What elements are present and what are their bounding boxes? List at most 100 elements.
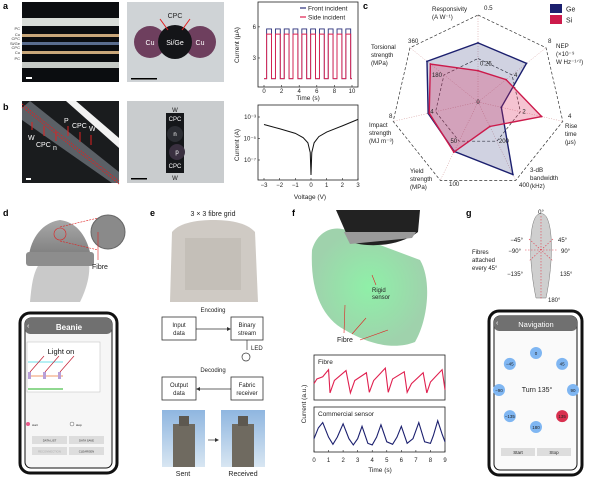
data-point: [505, 78, 507, 81]
panel-label-g: g: [466, 208, 472, 218]
axis-name: bandwidth: [530, 175, 559, 182]
legend-label: Si: [566, 18, 573, 25]
radio-start[interactable]: [26, 422, 30, 426]
smartwatch-photo: Rigid sensor Fibre: [311, 210, 428, 346]
x-tick-label: 6: [400, 458, 404, 464]
rigid-sensor-label: Rigid: [372, 288, 386, 294]
angle-button[interactable]: [503, 410, 516, 423]
shirt-photo: [170, 220, 258, 302]
axis-name: (MPa): [410, 184, 427, 191]
spoke: [409, 47, 479, 103]
sent-photo: [162, 410, 205, 467]
cpc-label: CPC: [36, 142, 51, 149]
axis-name: strength: [410, 176, 433, 183]
radio-stop[interactable]: [69, 421, 75, 427]
cross-section-label: CPC: [169, 117, 182, 123]
x-tick-label: 0: [309, 183, 313, 189]
led-label: LED: [251, 346, 263, 352]
decoding-label: Decoding: [200, 368, 225, 374]
axis-name: W Hz⁻¹ᐟ²): [556, 59, 583, 66]
series-line-side-incident: [264, 33, 352, 80]
light-on-label: Light on: [48, 347, 75, 356]
panel-label-a: a: [3, 1, 9, 11]
angle-button[interactable]: [530, 347, 542, 359]
input-label-2: data: [173, 331, 185, 337]
angle-button-label: −90: [495, 388, 503, 393]
app-title: Navigation: [518, 320, 553, 329]
beanie-on-mannequin: Fibre: [26, 214, 126, 302]
y-axis-label: Current (μA): [234, 27, 241, 63]
encoding-label: Encoding: [200, 308, 225, 314]
axis-mid-label: 0.25: [480, 62, 492, 68]
angle-label: 0°: [538, 210, 544, 216]
x-tick-label: 10: [349, 89, 356, 95]
arm-diagram: 0° −45° 45° −90° 90° −135° 135° 180° Fibres att…: [472, 210, 573, 304]
w-label-2: W: [89, 126, 96, 133]
angle-button[interactable]: [556, 357, 569, 370]
angle-button[interactable]: [493, 384, 505, 396]
subplot-label: Commercial sensor: [318, 411, 375, 418]
radar-chart: Ge Si 0 Responsivity(A W⁻¹) 0.5 0.25 NEP(×10⁻⁹…: [369, 4, 583, 191]
axis-name: Responsivity: [432, 6, 468, 13]
angle-label: −45°: [510, 238, 523, 244]
data-point: [426, 60, 428, 63]
back-icon[interactable]: ‹: [496, 320, 499, 327]
x-tick-label: 1: [325, 183, 329, 189]
plot-frame: [257, 1, 359, 88]
data-point: [452, 151, 455, 154]
n-label: n: [53, 145, 57, 152]
app-button[interactable]: [69, 447, 104, 455]
sent-label: Sent: [176, 471, 190, 478]
radio-start-label: start: [32, 423, 38, 427]
axis-name: (MPa): [371, 60, 388, 67]
fibre-label: Fibre: [92, 264, 108, 271]
binary-label-2: stream: [238, 331, 256, 337]
app-button[interactable]: [32, 436, 67, 444]
phone-navigation-app: ‹ Navigation 0 −45 45 −90 90 −135 135 180 Turn …: [487, 309, 584, 477]
data-point: [512, 173, 514, 176]
x-tick-label: 7: [414, 458, 418, 464]
app-button-label: RECONNECTION: [38, 450, 61, 454]
plot-frame: [313, 354, 446, 401]
start-button[interactable]: [501, 448, 535, 456]
app-button[interactable]: [32, 447, 67, 455]
y-tick-label: 6: [253, 25, 257, 31]
angle-label: −90°: [508, 249, 521, 255]
layer-label: Si/Ge: [10, 41, 21, 46]
output-label-2: data: [173, 391, 185, 397]
fibre-side-micrograph-a: [22, 2, 119, 82]
app-button-label: DATA SAVE: [79, 439, 94, 443]
angle-button-label: 0: [535, 351, 538, 356]
output-label: Output: [170, 383, 188, 389]
axis-name: strength: [369, 130, 392, 137]
chart-iv-curve: −3 −2 −1 0 1 2 3 10⁻³ 10⁻⁵ 10⁻⁷ Voltage (V) Current…: [234, 104, 360, 201]
y-tick-label: 10⁻³: [244, 115, 256, 121]
panel-label-d: d: [3, 208, 9, 218]
stop-button[interactable]: [537, 448, 571, 456]
radar-series-si: [428, 63, 544, 154]
angle-button-label: 90: [570, 388, 576, 393]
axis-name: (μs): [565, 139, 576, 146]
x-tick-label: 1: [327, 458, 331, 464]
angle-button[interactable]: [530, 421, 542, 433]
y-axis-label: Current (A): [234, 129, 241, 161]
legend-swatch: [550, 15, 562, 24]
signal-line: [313, 366, 446, 395]
axis-mid-label: 4: [514, 73, 518, 79]
x-axis-label: Voltage (V): [294, 194, 326, 201]
back-icon[interactable]: ‹: [27, 323, 30, 330]
plot-frame: [313, 406, 446, 453]
angle-button[interactable]: [556, 410, 569, 423]
angle-label: 45°: [558, 238, 568, 244]
app-button[interactable]: [69, 436, 104, 444]
legend-label: Front incident: [308, 6, 348, 13]
signal-line: [313, 418, 446, 446]
axis-mid-label: 180: [432, 73, 443, 79]
angle-button[interactable]: [567, 384, 579, 396]
x-tick-label: 0: [312, 458, 316, 464]
axis-name: NEP: [556, 43, 569, 50]
x-tick-label: 5: [385, 458, 389, 464]
input-label: Input: [172, 323, 186, 329]
layer-label: CPC: [12, 45, 21, 50]
angle-button[interactable]: [503, 357, 516, 370]
